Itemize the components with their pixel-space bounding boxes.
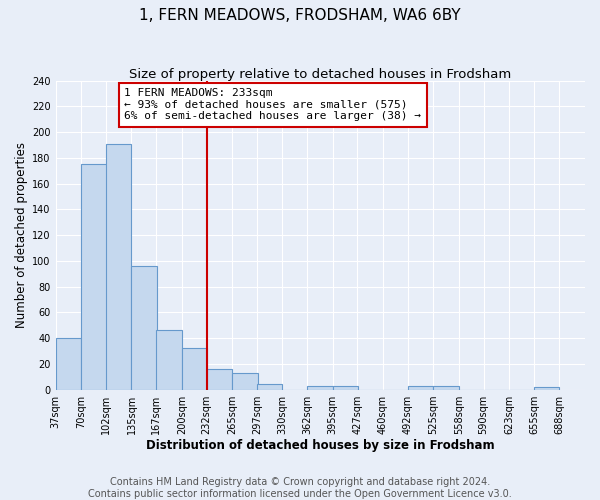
Bar bbox=[182, 348, 208, 390]
Bar bbox=[232, 373, 257, 390]
Title: Size of property relative to detached houses in Frodsham: Size of property relative to detached ho… bbox=[129, 68, 511, 80]
Bar bbox=[534, 387, 559, 390]
Bar bbox=[307, 386, 333, 390]
Text: 1 FERN MEADOWS: 233sqm
← 93% of detached houses are smaller (575)
6% of semi-det: 1 FERN MEADOWS: 233sqm ← 93% of detached… bbox=[124, 88, 421, 122]
Bar bbox=[56, 338, 81, 390]
X-axis label: Distribution of detached houses by size in Frodsham: Distribution of detached houses by size … bbox=[146, 440, 494, 452]
Bar bbox=[433, 386, 459, 390]
Y-axis label: Number of detached properties: Number of detached properties bbox=[15, 142, 28, 328]
Text: 1, FERN MEADOWS, FRODSHAM, WA6 6BY: 1, FERN MEADOWS, FRODSHAM, WA6 6BY bbox=[139, 8, 461, 22]
Bar bbox=[81, 164, 107, 390]
Bar bbox=[257, 384, 283, 390]
Bar bbox=[206, 369, 232, 390]
Bar bbox=[106, 144, 131, 390]
Bar bbox=[156, 330, 182, 390]
Text: Contains HM Land Registry data © Crown copyright and database right 2024.
Contai: Contains HM Land Registry data © Crown c… bbox=[88, 478, 512, 499]
Bar bbox=[131, 266, 157, 390]
Bar bbox=[408, 386, 433, 390]
Bar bbox=[333, 386, 358, 390]
